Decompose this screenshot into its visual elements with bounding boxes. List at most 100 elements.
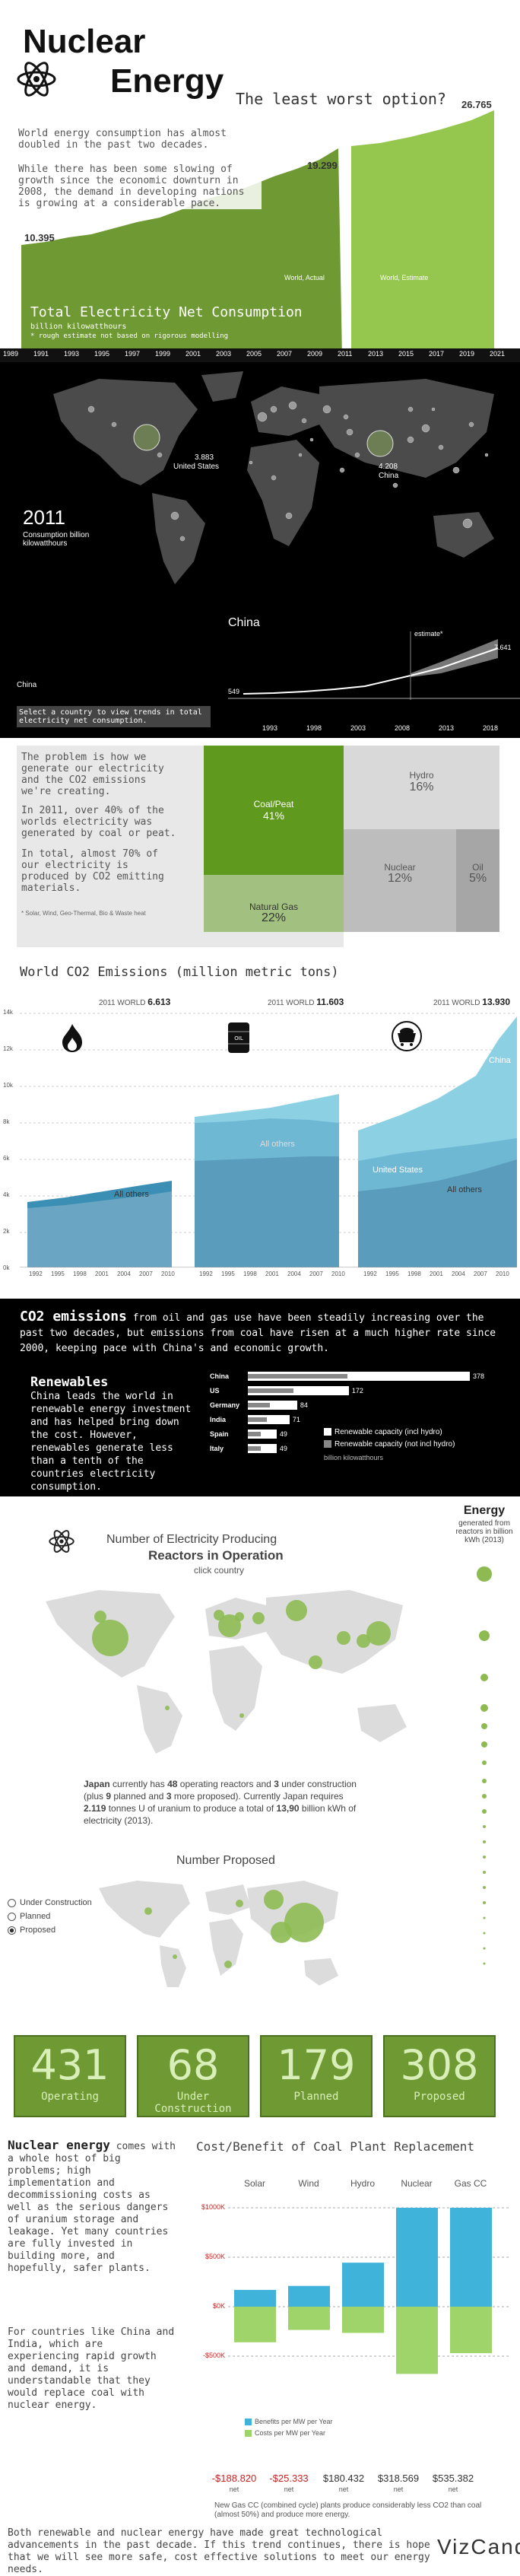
co2-x-tick: 2001 [95, 1271, 109, 1277]
map-year: 2011 [23, 506, 65, 529]
renewable-country-label: Spain [210, 1430, 229, 1438]
reactor-bubble-china [337, 1631, 350, 1645]
consumption-area-chart [21, 110, 494, 358]
timeline-year[interactable]: 2017 [429, 350, 445, 358]
japan-uranium: 2.119 [84, 1803, 106, 1814]
oil-others-label: All others [260, 1140, 295, 1149]
total-box-label: Operating [41, 2091, 99, 2103]
gas-others-area [358, 1159, 517, 1267]
oil-world-total: 11.603 [316, 997, 344, 1007]
cost-benefit-net-label: net [284, 2485, 294, 2493]
value-2021: 26.765 [461, 99, 492, 110]
cost-bar [450, 2307, 492, 2354]
timeline-year[interactable]: 2003 [216, 350, 232, 358]
china-value: 4.208 [379, 463, 398, 471]
page-title-line2: Energy [110, 62, 224, 100]
total-box-label: Proposed [414, 2091, 465, 2103]
timeline-year[interactable]: 2013 [368, 350, 384, 358]
china-year-tick: 2003 [350, 724, 366, 732]
timeline-year[interactable]: 2001 [185, 350, 201, 358]
renewable-bar-excl [248, 1388, 293, 1393]
country-bubble [322, 405, 331, 414]
cost-benefit-chart[interactable] [228, 2193, 517, 2459]
timeline-year[interactable]: 2019 [459, 350, 475, 358]
country-bubble [468, 421, 474, 428]
co2-paragraph: CO2 emissions from oil and gas use have … [20, 1309, 503, 1356]
reactors-map[interactable] [15, 1579, 441, 1754]
treemap-nuclear[interactable] [344, 829, 456, 932]
reactor-bubble-ukraine [252, 1612, 265, 1624]
timeline-year[interactable]: 2009 [307, 350, 323, 358]
co2-area-charts[interactable] [20, 1009, 520, 1267]
select-country-hint[interactable]: Select a country to view trends in total… [17, 706, 211, 727]
radio-under-construction[interactable]: Under Construction [8, 1896, 92, 1910]
page-title-line1: Nuclear [23, 23, 146, 60]
gas-us-label: United States [373, 1166, 423, 1175]
renewables-unit: billion kilowatthours [324, 1454, 384, 1461]
conclusion-text: Both renewable and nuclear energy have m… [8, 2527, 430, 2575]
fuel-footnote: * Solar, Wind, Geo-Thermal, Bio & Waste … [21, 910, 146, 917]
treemap-hydro[interactable] [344, 746, 499, 829]
legend-benefit-text: Benefits per MW per Year [255, 2418, 333, 2425]
timeline-year[interactable]: 1989 [3, 350, 19, 358]
timeline-year[interactable]: 1999 [155, 350, 171, 358]
timeline-year[interactable]: 1997 [125, 350, 141, 358]
timeline-year[interactable]: 1995 [94, 350, 110, 358]
treemap-coal[interactable] [204, 746, 344, 875]
japan-name: Japan [84, 1779, 110, 1789]
legend-swatch-excl [324, 1440, 331, 1449]
co2-x-tick: 2004 [452, 1271, 465, 1277]
timeline-year[interactable]: 2015 [398, 350, 414, 358]
gas-cart-icon [392, 1021, 422, 1055]
timeline-year[interactable]: 1991 [33, 350, 49, 358]
cost-benefit-net-value: -$25.333 [269, 2473, 309, 2484]
cost-benefit-net-label: net [229, 2485, 239, 2493]
timeline-year[interactable]: 2005 [246, 350, 262, 358]
japan-text-c: operating reactors and [179, 1779, 271, 1789]
south-america-shape [152, 493, 205, 584]
timeline-year[interactable]: 2007 [277, 350, 293, 358]
co2-y-tick: 6k [3, 1155, 10, 1162]
benefit-bar [396, 2208, 438, 2307]
proposed-bubble-china [284, 1903, 324, 1942]
timeline-year[interactable]: 1993 [64, 350, 80, 358]
nuclear-pct: 12% [387, 872, 413, 885]
proposed-bubble-us [144, 1907, 152, 1915]
world-consumption-map[interactable] [0, 364, 520, 592]
proposed-map[interactable] [76, 1873, 357, 1995]
renewable-country-label: US [210, 1387, 220, 1395]
country-bubble [157, 452, 163, 458]
bubble-united-states [133, 424, 160, 451]
europe-shape [251, 386, 319, 436]
treemap-gas[interactable] [204, 875, 344, 932]
estimate-area [351, 110, 494, 358]
china-year-tick: 2018 [483, 724, 499, 732]
renewable-bar-excl [248, 1432, 262, 1436]
year-timeline[interactable] [0, 348, 520, 362]
consumption-title: Total Electricity Net Consumption [30, 304, 303, 320]
co2-x-tick: 2004 [287, 1271, 301, 1277]
radio-planned[interactable]: Planned [8, 1910, 92, 1923]
reactor-bubble-germany [235, 1612, 244, 1621]
co2-paragraph-text: from oil and gas use have been steadily … [20, 1312, 496, 1354]
cost-benefit-column-label: Gas CC [454, 2178, 487, 2189]
cost-bar [234, 2307, 276, 2342]
treemap-oil[interactable] [456, 829, 499, 932]
radio-proposed[interactable]: Proposed [8, 1923, 92, 1937]
co2-x-tick: 1992 [199, 1271, 213, 1277]
country-bubble [354, 452, 360, 458]
china-map-label: China [379, 472, 399, 480]
renewable-bar-excl [248, 1403, 271, 1407]
timeline-year[interactable]: 2011 [338, 350, 353, 358]
cost-benefit-net-value: -$188.820 [211, 2473, 257, 2484]
country-bubble [111, 421, 117, 428]
energy-bubble-column[interactable] [453, 1556, 515, 1982]
legend-swatch-incl [324, 1428, 331, 1436]
legend-benefit: Benefits per MW per Year [245, 2418, 333, 2426]
renewable-country-label: Italy [210, 1445, 224, 1452]
renewables-bar-chart[interactable]: China 378 US 172 Germany 84 India 71 Spain 49 Ital… [210, 1372, 514, 1463]
nuclear-label: Nuclear [384, 862, 416, 873]
country-bubble [249, 460, 253, 465]
timeline-year[interactable]: 2021 [490, 350, 506, 358]
reactor-bubble-southafrica [239, 1713, 244, 1718]
